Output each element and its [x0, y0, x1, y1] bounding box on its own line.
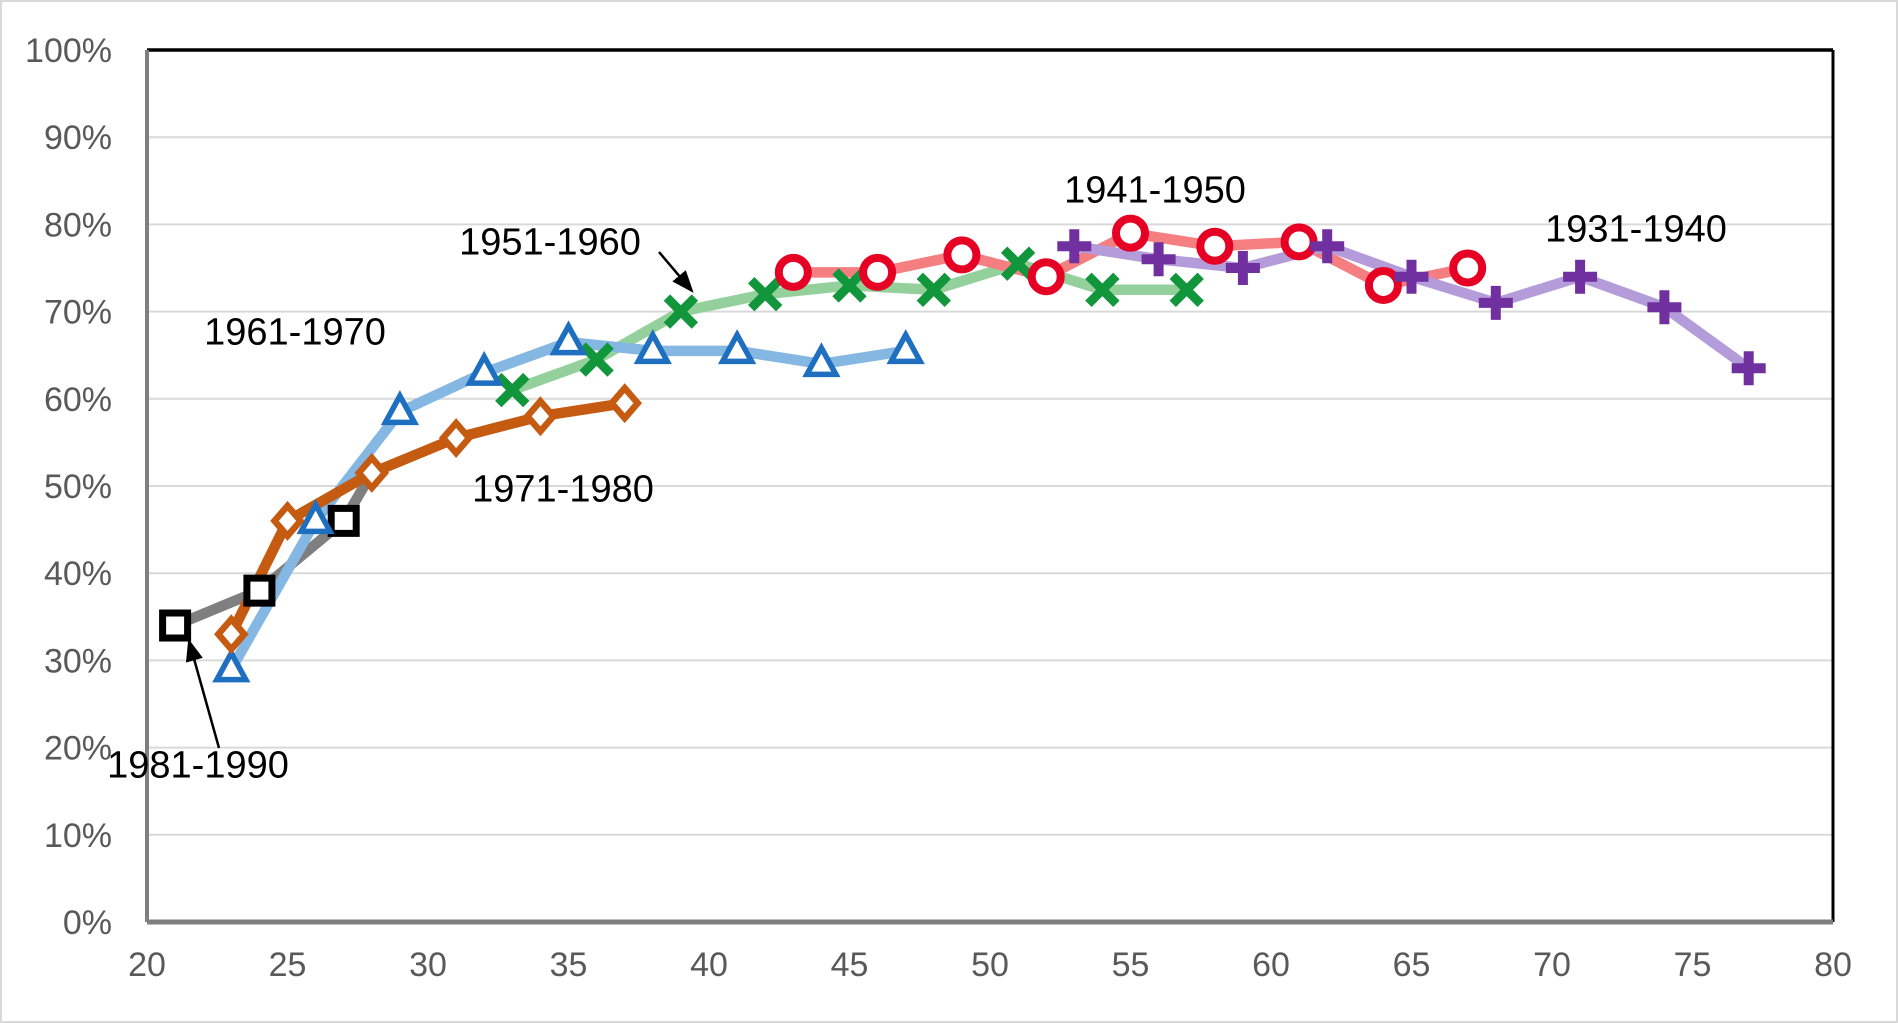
y-tick-100: 100%: [25, 32, 112, 70]
annotation-label-1971-1980: 1971-1980: [472, 468, 654, 510]
annotation-label-1981-1990: 1981-1990: [107, 744, 289, 786]
x-tick-20: 20: [128, 946, 166, 984]
y-tick-90: 90%: [44, 119, 112, 157]
gridlines: [147, 136, 1833, 836]
y-tick-10: 10%: [44, 817, 112, 855]
y-tick-60: 60%: [44, 381, 112, 419]
series-markers-1951-1960: [495, 246, 1204, 408]
y-tick-40: 40%: [44, 555, 112, 593]
y-tick-50: 50%: [44, 468, 112, 506]
y-tick-20: 20%: [44, 730, 112, 768]
y-tick-70: 70%: [44, 294, 112, 332]
x-tick-40: 40: [690, 946, 728, 984]
x-tick-65: 65: [1393, 946, 1431, 984]
x-tick-35: 35: [550, 946, 588, 984]
series-markers-1961-1970: [212, 320, 925, 683]
y-tick-0: 0%: [63, 904, 112, 942]
x-tick-25: 25: [269, 946, 307, 984]
x-tick-70: 70: [1533, 946, 1571, 984]
series-markers-1931-1940: [1057, 229, 1766, 386]
series-markers-1971-1980: [213, 383, 643, 655]
series-markers-1941-1950: [774, 214, 1487, 304]
annotations: 1951-1960 1961-1970 1971-1980 1941-1950 1931…: [107, 169, 1727, 786]
series-markers-1981-1990: [159, 504, 360, 642]
x-tick-80: 80: [1814, 946, 1852, 984]
annotation-arrow-1981-1990: [185, 638, 221, 749]
annotation-label-1951-1960: 1951-1960: [459, 221, 641, 263]
y-tick-30: 30%: [44, 642, 112, 680]
x-tick-30: 30: [409, 946, 447, 984]
x-tick-60: 60: [1252, 946, 1290, 984]
annotation-label-1931-1940: 1931-1940: [1545, 208, 1727, 250]
axis-tick-labels: 0% 10% 20% 30% 40% 50% 60% 70% 80% 90% 100% 20 25 30 3…: [25, 32, 1852, 984]
x-tick-55: 55: [1112, 946, 1150, 984]
x-tick-50: 50: [971, 946, 1009, 984]
annotation-arrow-1951-1960: [658, 251, 694, 293]
x-tick-75: 75: [1674, 946, 1712, 984]
y-tick-80: 80%: [44, 206, 112, 244]
annotation-label-1941-1950: 1941-1950: [1064, 169, 1246, 211]
annotation-label-1961-1970: 1961-1970: [204, 311, 386, 353]
x-tick-45: 45: [831, 946, 869, 984]
